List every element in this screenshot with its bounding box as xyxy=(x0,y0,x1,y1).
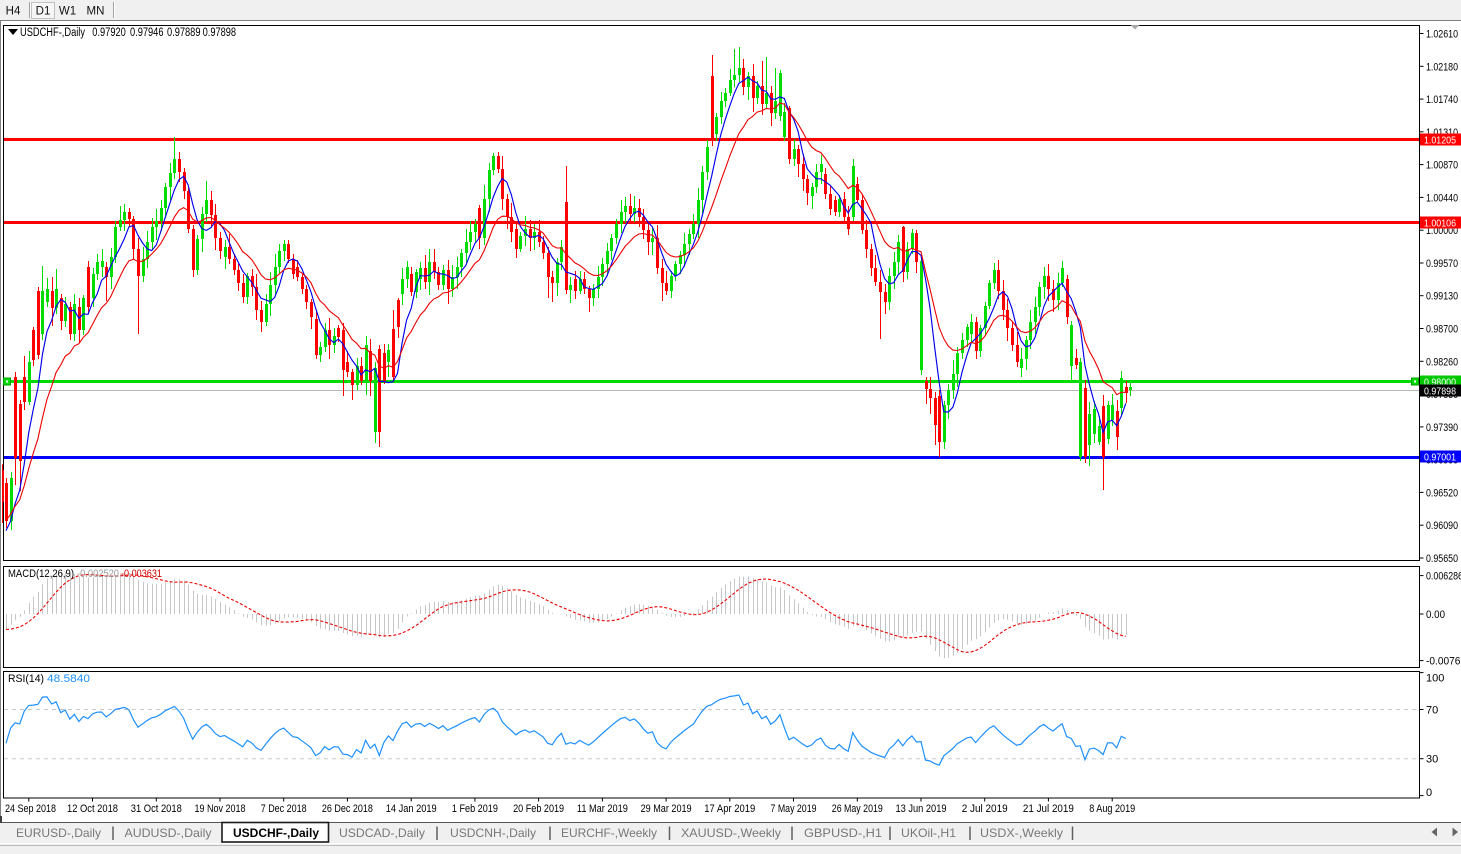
svg-text:8 Aug 2019: 8 Aug 2019 xyxy=(1089,803,1135,815)
svg-text:19 Nov 2018: 19 Nov 2018 xyxy=(195,803,246,815)
svg-text:0.006286: 0.006286 xyxy=(1426,571,1461,583)
svg-text:7 Dec 2018: 7 Dec 2018 xyxy=(261,803,307,815)
svg-text:26 Dec 2018: 26 Dec 2018 xyxy=(322,803,373,815)
svg-text:0.96520: 0.96520 xyxy=(1426,487,1458,499)
svg-text:30: 30 xyxy=(1426,754,1438,766)
svg-text:24 Sep 2018: 24 Sep 2018 xyxy=(5,803,56,815)
svg-text:0.97946: 0.97946 xyxy=(130,27,164,39)
svg-text:0.97889: 0.97889 xyxy=(167,27,201,39)
svg-text:7 May 2019: 7 May 2019 xyxy=(771,803,817,815)
svg-text:USDCHF-,Daily: USDCHF-,Daily xyxy=(20,27,85,39)
svg-text:USDCHF-,Daily: USDCHF-,Daily xyxy=(233,826,319,840)
svg-text:31 Oct 2018: 31 Oct 2018 xyxy=(131,803,182,815)
svg-text:W1: W1 xyxy=(59,6,76,18)
svg-text:0.96090: 0.96090 xyxy=(1426,520,1458,532)
svg-text:26 May 2019: 26 May 2019 xyxy=(832,803,883,815)
svg-text:0.97920: 0.97920 xyxy=(92,27,126,39)
svg-text:48.5840: 48.5840 xyxy=(47,673,90,685)
svg-text:EURUSD-,Daily: EURUSD-,Daily xyxy=(16,826,101,840)
svg-text:70: 70 xyxy=(1426,705,1438,717)
svg-text:D1: D1 xyxy=(36,6,51,18)
svg-text:0.97001: 0.97001 xyxy=(1424,452,1456,464)
svg-text:17 Apr 2019: 17 Apr 2019 xyxy=(704,803,755,815)
svg-text:0.99130: 0.99130 xyxy=(1426,291,1458,303)
svg-text:1.01205: 1.01205 xyxy=(1424,135,1456,147)
svg-text:0.00: 0.00 xyxy=(1426,609,1445,621)
svg-text:0.97898: 0.97898 xyxy=(203,27,237,39)
svg-text:-0.00762: -0.00762 xyxy=(1426,656,1461,668)
svg-text:20 Feb 2019: 20 Feb 2019 xyxy=(513,803,564,815)
svg-text:100: 100 xyxy=(1426,673,1444,685)
svg-text:0.98260: 0.98260 xyxy=(1426,356,1458,368)
svg-text:GBPUSD-,H1: GBPUSD-,H1 xyxy=(804,826,882,840)
svg-text:RSI(14): RSI(14) xyxy=(8,673,44,685)
svg-text:13 Jun 2019: 13 Jun 2019 xyxy=(896,803,947,815)
svg-text:0.99570: 0.99570 xyxy=(1426,258,1458,270)
svg-text:0.97390: 0.97390 xyxy=(1426,422,1458,434)
svg-text:AUDUSD-,Daily: AUDUSD-,Daily xyxy=(125,826,212,840)
svg-text:12 Oct 2018: 12 Oct 2018 xyxy=(67,803,118,815)
svg-text:14 Jan 2019: 14 Jan 2019 xyxy=(386,803,437,815)
svg-text:USDX-,Weekly: USDX-,Weekly xyxy=(980,826,1063,840)
svg-text:1.02610: 1.02610 xyxy=(1426,29,1458,41)
svg-text:XAUUSD-,Weekly: XAUUSD-,Weekly xyxy=(681,826,781,840)
svg-text:1.00106: 1.00106 xyxy=(1424,218,1456,230)
svg-text:USDCNH-,Daily: USDCNH-,Daily xyxy=(450,826,536,840)
svg-text:EURCHF-,Weekly: EURCHF-,Weekly xyxy=(561,826,657,840)
svg-text:2 Jul 2019: 2 Jul 2019 xyxy=(962,803,1008,815)
svg-text:29 Mar 2019: 29 Mar 2019 xyxy=(641,803,692,815)
svg-text:1.02180: 1.02180 xyxy=(1426,61,1458,73)
svg-text:0.95650: 0.95650 xyxy=(1426,553,1458,565)
svg-text:-0.002520: -0.002520 xyxy=(77,568,119,580)
svg-text:1.01740: 1.01740 xyxy=(1426,94,1458,106)
svg-text:MACD(12,26,9): MACD(12,26,9) xyxy=(8,568,74,580)
svg-text:11 Mar 2019: 11 Mar 2019 xyxy=(577,803,628,815)
svg-text:0.98700: 0.98700 xyxy=(1426,324,1458,336)
svg-text:0: 0 xyxy=(1426,787,1432,799)
svg-text:H4: H4 xyxy=(6,6,21,18)
svg-text:1 Feb 2019: 1 Feb 2019 xyxy=(452,803,498,815)
svg-text:1.00870: 1.00870 xyxy=(1426,160,1458,172)
svg-text:-0.003631: -0.003631 xyxy=(121,568,162,580)
svg-text:21 Jul 2019: 21 Jul 2019 xyxy=(1023,803,1074,815)
svg-text:MN: MN xyxy=(87,6,105,18)
svg-text:1.00440: 1.00440 xyxy=(1426,192,1458,204)
svg-text:0.97898: 0.97898 xyxy=(1424,386,1456,398)
svg-text:UKOil-,H1: UKOil-,H1 xyxy=(901,826,956,840)
svg-text:USDCAD-,Daily: USDCAD-,Daily xyxy=(339,826,425,840)
